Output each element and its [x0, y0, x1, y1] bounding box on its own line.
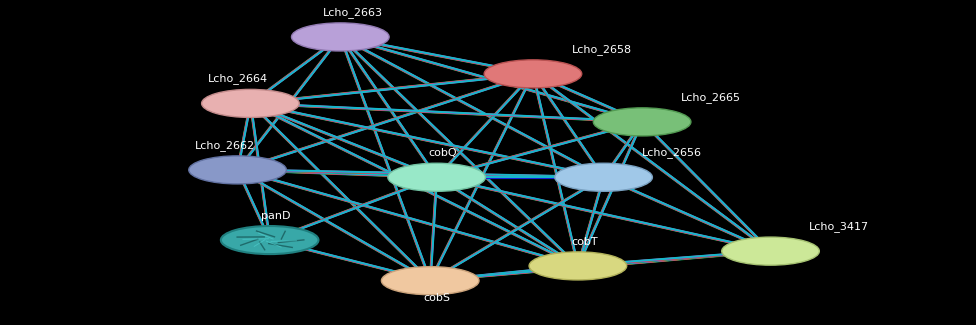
- Circle shape: [382, 266, 479, 295]
- Circle shape: [202, 89, 300, 117]
- Text: Lcho_2664: Lcho_2664: [208, 73, 267, 84]
- Text: Lcho_2663: Lcho_2663: [323, 7, 384, 18]
- Circle shape: [221, 226, 318, 254]
- Circle shape: [593, 108, 691, 136]
- Circle shape: [721, 237, 819, 265]
- Text: Lcho_2656: Lcho_2656: [642, 147, 702, 158]
- Circle shape: [188, 156, 286, 184]
- Circle shape: [292, 23, 389, 51]
- Text: Lcho_2658: Lcho_2658: [572, 44, 631, 55]
- Circle shape: [554, 163, 652, 191]
- Text: Lcho_2665: Lcho_2665: [680, 92, 741, 103]
- Circle shape: [484, 60, 582, 88]
- Text: Lcho_3417: Lcho_3417: [809, 221, 870, 232]
- Text: cobS: cobS: [424, 293, 450, 303]
- Text: Lcho_2662: Lcho_2662: [194, 140, 255, 151]
- Circle shape: [529, 252, 627, 280]
- Text: panD: panD: [262, 211, 291, 221]
- Circle shape: [387, 163, 485, 191]
- Text: cobQ: cobQ: [428, 148, 458, 158]
- Text: cobT: cobT: [571, 237, 597, 247]
